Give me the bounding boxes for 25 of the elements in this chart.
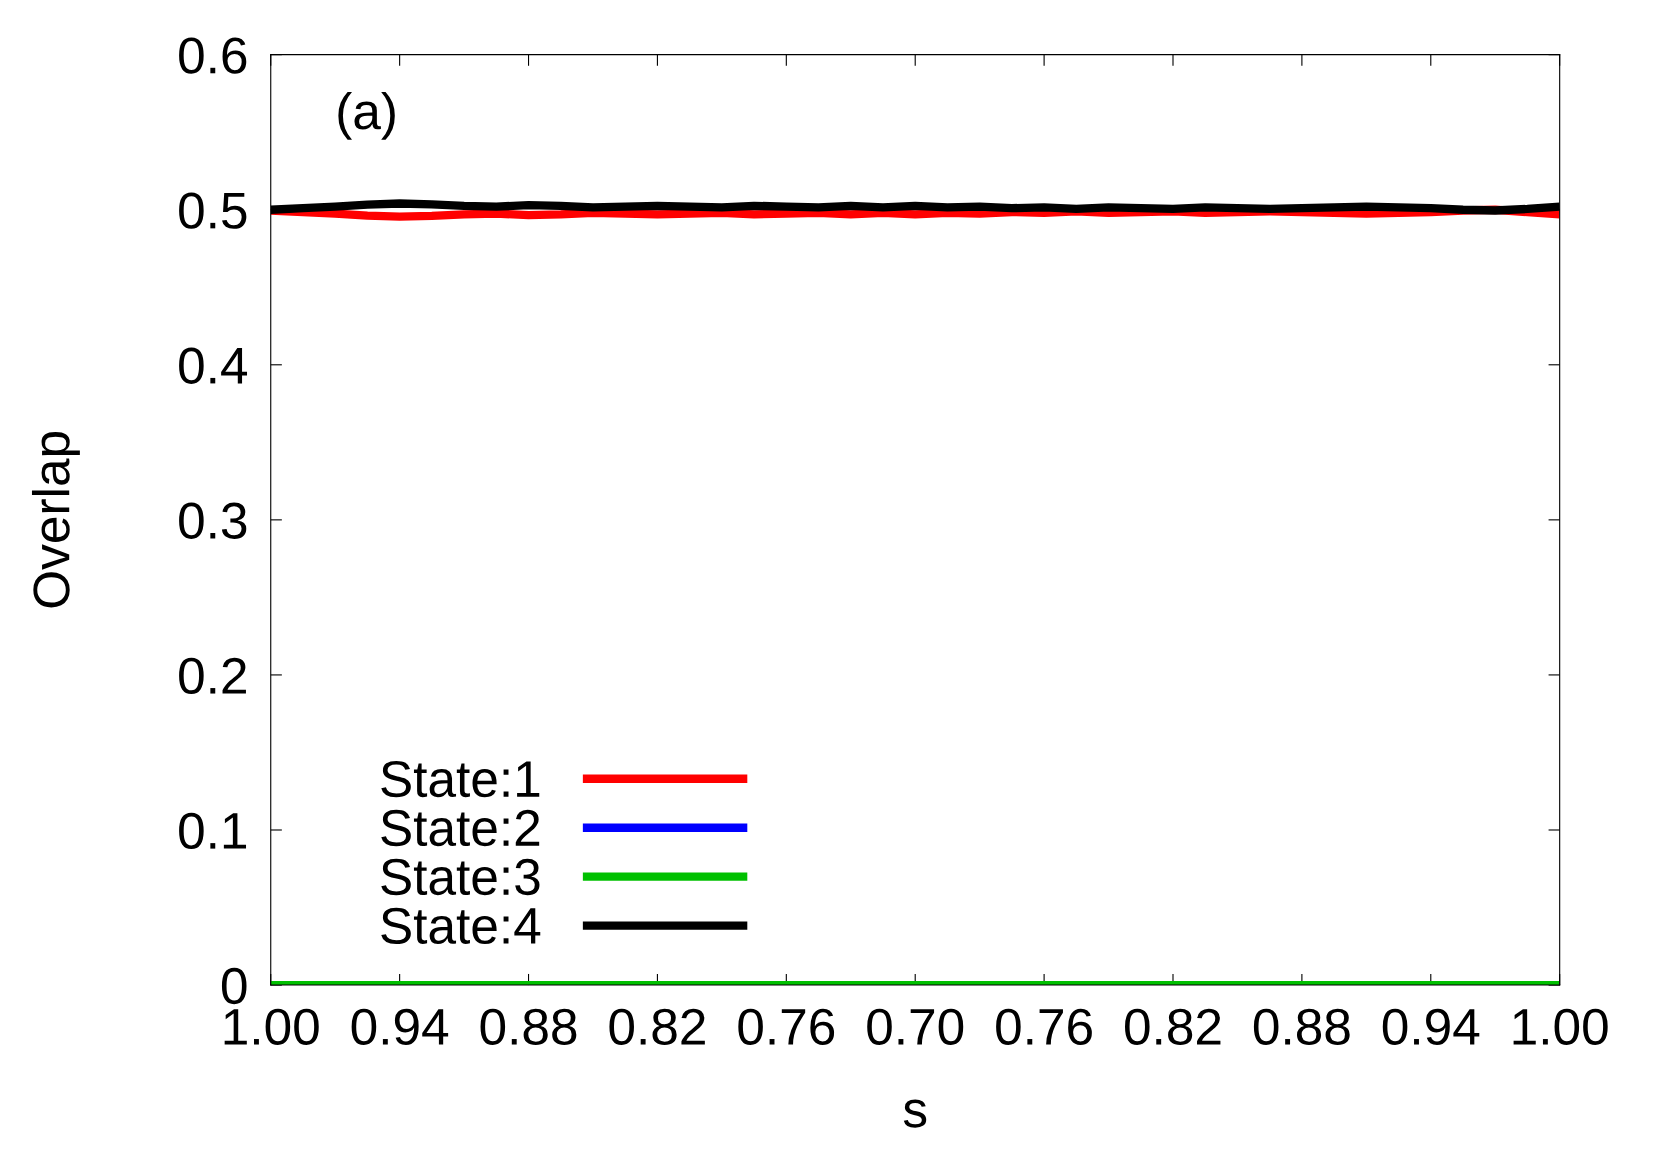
x-tick-label: 0.76: [738, 1008, 835, 1046]
y-axis-title: Overlap: [31, 432, 80, 608]
y-tick-label: 0.6: [179, 37, 247, 74]
x-tick-label: 1.00: [224, 1008, 319, 1046]
y-tick-label: 0.5: [179, 192, 247, 229]
y-tick-label: 0.4: [179, 347, 248, 384]
x-tick-label: 0.82: [1125, 1008, 1221, 1046]
x-tick-label: 0.82: [609, 1008, 705, 1046]
y-tick-label: 0.1: [179, 812, 247, 850]
x-axis-title: s: [903, 1099, 927, 1128]
x-tick-label: 0.76: [996, 1008, 1092, 1046]
y-tick-label: 0: [221, 967, 247, 1005]
x-tick-label: 0.94: [1382, 1008, 1480, 1046]
y-tick-label: 0.3: [179, 502, 247, 539]
x-tick-label: 0.88: [480, 1008, 577, 1046]
x-tick-label: 0.94: [351, 1008, 449, 1046]
legend-label: State:1: [381, 760, 540, 798]
y-tick-label: 0.2: [179, 657, 246, 695]
legend-label: State:2: [381, 809, 540, 847]
x-tick-label: 1.00: [1513, 1008, 1608, 1046]
legend-label: State:3: [381, 858, 540, 896]
x-tick-label: 0.70: [867, 1008, 964, 1046]
legend-label: State:4: [381, 907, 541, 945]
annotation: (a): [338, 91, 395, 140]
x-tick-label: 0.88: [1253, 1008, 1350, 1046]
